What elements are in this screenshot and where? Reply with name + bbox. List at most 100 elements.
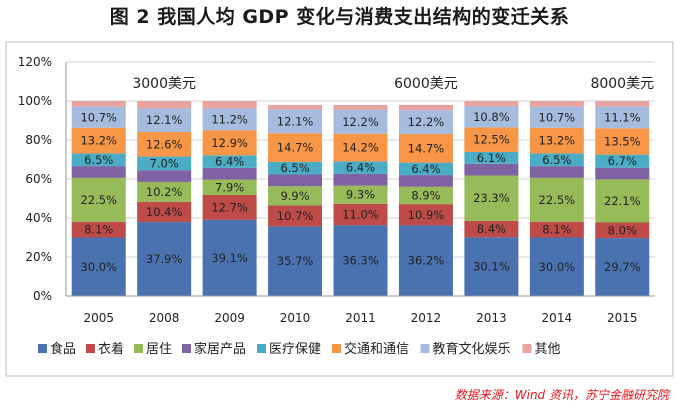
bar-segment bbox=[268, 161, 323, 175]
data-label: 22.5% bbox=[80, 193, 117, 207]
legend-swatch bbox=[522, 344, 532, 353]
bar-segment bbox=[529, 106, 584, 128]
bar-segment bbox=[595, 101, 650, 107]
legend-swatch bbox=[332, 344, 341, 353]
y-tick-label: 60% bbox=[25, 172, 52, 186]
data-label: 29.7% bbox=[604, 260, 641, 274]
annotation: 6000美元 bbox=[394, 76, 458, 92]
data-label: 11.2% bbox=[211, 112, 248, 126]
bar-segment bbox=[333, 173, 388, 186]
bar-segment bbox=[268, 174, 323, 187]
data-label: 23.3% bbox=[473, 191, 510, 205]
x-tick-label: 2012 bbox=[411, 311, 442, 325]
chart-title: 图 2 我国人均 GDP 变化与消费支出结构的变迁关系 bbox=[109, 6, 570, 28]
legend-swatch bbox=[38, 344, 47, 353]
data-label: 9.3% bbox=[346, 188, 375, 202]
bar-segment bbox=[464, 101, 519, 107]
data-label: 6.5% bbox=[280, 161, 309, 175]
bar-segment bbox=[595, 179, 650, 223]
bar-segment bbox=[398, 133, 453, 163]
data-label: 10.4% bbox=[146, 205, 183, 219]
bar-segment bbox=[137, 108, 192, 133]
data-label: 30.0% bbox=[539, 260, 576, 274]
x-tick-label: 2009 bbox=[214, 311, 245, 325]
bar-segment bbox=[595, 238, 650, 296]
data-label: 10.7% bbox=[539, 110, 576, 124]
legend-item: 食品 bbox=[38, 341, 76, 357]
bar-segment bbox=[268, 133, 323, 162]
bar-segment bbox=[71, 153, 126, 167]
bar-stack-2015: 29.7% 8.0% 22.1% 6.7% 13.5% 11.1% bbox=[595, 101, 650, 296]
legend-label: 家居产品 bbox=[194, 341, 246, 357]
bar-segment bbox=[71, 101, 126, 107]
bar-segment bbox=[202, 108, 257, 131]
bar-segment bbox=[464, 163, 519, 176]
bar-segment bbox=[595, 154, 650, 168]
data-label: 30.1% bbox=[473, 260, 510, 274]
legend: 食品 衣着 居住 家居产品 医疗保健 交通和通信 教育文化娱乐 其他 bbox=[38, 341, 561, 357]
bar-stack-2008: 37.9% 10.4% 10.2% 7.0% 12.6% 12.1% bbox=[137, 101, 192, 296]
x-tick-label: 2015 bbox=[607, 311, 638, 325]
bar-segment bbox=[398, 175, 453, 187]
bar-segment bbox=[595, 106, 650, 129]
data-label: 6.4% bbox=[411, 162, 440, 176]
data-label: 36.2% bbox=[408, 254, 445, 268]
data-label: 12.2% bbox=[342, 115, 379, 129]
bar-segment bbox=[398, 104, 453, 111]
bar-segment bbox=[398, 225, 453, 296]
bar-segment bbox=[202, 167, 257, 180]
legend-swatch bbox=[134, 344, 143, 353]
data-label: 8.1% bbox=[84, 223, 113, 237]
data-label: 6.5% bbox=[542, 153, 571, 167]
bar-segment bbox=[333, 203, 388, 226]
data-label: 12.7% bbox=[211, 200, 248, 214]
bar-segment bbox=[398, 162, 453, 176]
legend-swatch bbox=[182, 344, 191, 353]
legend-swatch bbox=[86, 344, 95, 353]
data-label: 12.2% bbox=[408, 115, 445, 129]
legend-label: 医疗保健 bbox=[269, 342, 321, 357]
bar-segment bbox=[464, 127, 519, 152]
bar-series: 30.0% 8.1% 22.5% 6.5% 13.2% 10.7% 37.9% 10.4% 10… bbox=[71, 101, 650, 296]
legend-label: 居住 bbox=[146, 342, 172, 357]
data-label: 13.2% bbox=[539, 134, 576, 148]
y-tick-label: 40% bbox=[25, 211, 52, 225]
bar-segment bbox=[529, 221, 584, 238]
legend-swatch bbox=[257, 344, 266, 353]
data-label: 9.9% bbox=[280, 189, 309, 203]
data-label: 10.7% bbox=[277, 209, 314, 223]
bar-segment bbox=[268, 186, 323, 206]
bar-segment bbox=[268, 109, 323, 134]
data-label: 12.1% bbox=[146, 113, 183, 127]
data-label: 10.8% bbox=[473, 110, 510, 124]
bar-segment bbox=[202, 155, 257, 168]
data-label: 11.0% bbox=[342, 207, 379, 221]
data-label: 8.1% bbox=[542, 223, 571, 237]
bar-segment bbox=[595, 167, 650, 180]
data-label: 12.1% bbox=[277, 114, 314, 128]
legend-item: 医疗保健 bbox=[257, 342, 321, 357]
bar-segment bbox=[268, 104, 323, 110]
annotation: 8000美元 bbox=[590, 76, 654, 92]
bar-segment bbox=[333, 109, 388, 134]
data-label: 6.4% bbox=[215, 155, 244, 169]
data-label: 35.7% bbox=[277, 254, 314, 268]
data-label: 6.5% bbox=[84, 153, 113, 167]
bar-segment bbox=[333, 161, 388, 174]
bar-segment bbox=[268, 205, 323, 227]
legend-item: 教育文化娱乐 bbox=[420, 341, 511, 357]
data-label: 13.5% bbox=[604, 134, 641, 148]
chart-frame bbox=[5, 41, 674, 377]
bar-segment bbox=[464, 220, 519, 238]
legend-label: 其他 bbox=[535, 342, 561, 357]
data-label: 8.9% bbox=[411, 188, 440, 202]
x-tick-label: 2005 bbox=[83, 311, 114, 325]
data-label: 7.9% bbox=[215, 180, 244, 194]
data-label: 22.1% bbox=[604, 194, 641, 208]
data-label: 37.9% bbox=[146, 252, 183, 266]
bar-segment bbox=[398, 186, 453, 205]
bar-stack-2013: 30.1% 8.4% 23.3% 6.1% 12.5% 10.8% bbox=[464, 101, 519, 296]
bar-segment bbox=[137, 201, 192, 223]
bar-stack-2014: 30.0% 8.1% 22.5% 6.5% 13.2% 10.7% bbox=[529, 101, 584, 296]
